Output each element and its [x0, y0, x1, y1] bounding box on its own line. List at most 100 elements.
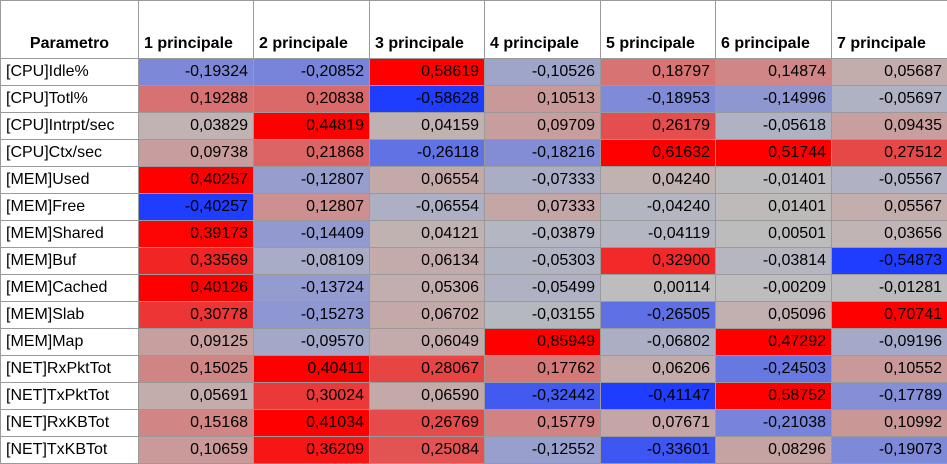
loading-value-cell: 0,14874: [716, 59, 832, 86]
loading-value-cell: 0,30024: [254, 383, 370, 410]
loading-value-cell: 0,10513: [485, 86, 601, 113]
loading-value-cell: 0,04121: [370, 221, 485, 248]
loading-value-cell: 0,10659: [139, 437, 254, 464]
loading-value-cell: -0,26505: [601, 302, 716, 329]
loading-value-cell: -0,10526: [485, 59, 601, 86]
loading-value-cell: -0,12807: [254, 167, 370, 194]
row-parameter-name: [MEM]Slab: [1, 302, 139, 329]
loading-value-cell: 0,19288: [139, 86, 254, 113]
loading-value-cell: -0,04240: [601, 194, 716, 221]
loading-value-cell: 0,44819: [254, 113, 370, 140]
loading-value-cell: -0,01281: [832, 275, 947, 302]
loading-value-cell: -0,54873: [832, 248, 947, 275]
loading-value-cell: 0,10552: [832, 356, 947, 383]
loading-value-cell: 0,27512: [832, 140, 947, 167]
loading-value-cell: 0,12807: [254, 194, 370, 221]
loading-value-cell: 0,06702: [370, 302, 485, 329]
loading-value-cell: 0,15168: [139, 410, 254, 437]
loading-value-cell: -0,18216: [485, 140, 601, 167]
loading-value-cell: 0,06049: [370, 329, 485, 356]
row-parameter-name: [MEM]Free: [1, 194, 139, 221]
loading-value-cell: -0,00209: [716, 275, 832, 302]
loading-value-cell: -0,03879: [485, 221, 601, 248]
loading-value-cell: -0,05567: [832, 167, 947, 194]
loading-value-cell: -0,58628: [370, 86, 485, 113]
loading-value-cell: 0,01401: [716, 194, 832, 221]
loading-value-cell: 0,58752: [716, 383, 832, 410]
header-column: 4 principale: [485, 1, 601, 59]
loading-value-cell: -0,14409: [254, 221, 370, 248]
loading-value-cell: -0,13724: [254, 275, 370, 302]
loading-value-cell: -0,15273: [254, 302, 370, 329]
loading-value-cell: 0,00114: [601, 275, 716, 302]
loading-value-cell: 0,30778: [139, 302, 254, 329]
loading-value-cell: 0,06134: [370, 248, 485, 275]
loading-value-cell: 0,40126: [139, 275, 254, 302]
row-parameter-name: [MEM]Cached: [1, 275, 139, 302]
loading-value-cell: 0,05567: [832, 194, 947, 221]
loading-value-cell: 0,85949: [485, 329, 601, 356]
loading-value-cell: 0,10992: [832, 410, 947, 437]
loading-value-cell: -0,08109: [254, 248, 370, 275]
loading-value-cell: -0,40257: [139, 194, 254, 221]
loading-value-cell: 0,20838: [254, 86, 370, 113]
loading-value-cell: 0,15779: [485, 410, 601, 437]
header-column: 7 principale: [832, 1, 947, 59]
loading-value-cell: 0,05687: [832, 59, 947, 86]
row-parameter-name: [MEM]Used: [1, 167, 139, 194]
loading-value-cell: 0,26179: [601, 113, 716, 140]
loading-value-cell: 0,05096: [716, 302, 832, 329]
loading-value-cell: 0,61632: [601, 140, 716, 167]
row-parameter-name: [NET]TxPktTot: [1, 383, 139, 410]
loading-value-cell: 0,05306: [370, 275, 485, 302]
header-column: 6 principale: [716, 1, 832, 59]
loading-value-cell: -0,07333: [485, 167, 601, 194]
row-parameter-name: [CPU]Ctx/sec: [1, 140, 139, 167]
loading-value-cell: 0,04240: [601, 167, 716, 194]
loading-value-cell: 0,09709: [485, 113, 601, 140]
loading-value-cell: -0,12552: [485, 437, 601, 464]
loading-value-cell: 0,33569: [139, 248, 254, 275]
loading-value-cell: 0,06590: [370, 383, 485, 410]
loading-value-cell: 0,05691: [139, 383, 254, 410]
loading-value-cell: 0,15025: [139, 356, 254, 383]
loading-value-cell: -0,03814: [716, 248, 832, 275]
loading-value-cell: 0,51744: [716, 140, 832, 167]
loading-value-cell: -0,09196: [832, 329, 947, 356]
loading-value-cell: 0,70741: [832, 302, 947, 329]
loading-value-cell: -0,14996: [716, 86, 832, 113]
loading-value-cell: 0,17762: [485, 356, 601, 383]
row-parameter-name: [NET]RxKBTot: [1, 410, 139, 437]
loading-value-cell: -0,33601: [601, 437, 716, 464]
loading-value-cell: 0,00501: [716, 221, 832, 248]
loading-value-cell: 0,04159: [370, 113, 485, 140]
header-parametro: Parametro: [1, 1, 139, 59]
row-parameter-name: [MEM]Shared: [1, 221, 139, 248]
header-column: 2 principale: [254, 1, 370, 59]
loading-value-cell: 0,03656: [832, 221, 947, 248]
loading-value-cell: 0,26769: [370, 410, 485, 437]
loading-value-cell: 0,58619: [370, 59, 485, 86]
loading-value-cell: -0,09570: [254, 329, 370, 356]
loading-value-cell: -0,19073: [832, 437, 947, 464]
row-parameter-name: [NET]TxKBTot: [1, 437, 139, 464]
loading-value-cell: -0,06554: [370, 194, 485, 221]
loading-value-cell: -0,24503: [716, 356, 832, 383]
loading-value-cell: -0,18953: [601, 86, 716, 113]
loading-value-cell: -0,05697: [832, 86, 947, 113]
loading-value-cell: -0,03155: [485, 302, 601, 329]
loading-value-cell: 0,40411: [254, 356, 370, 383]
row-parameter-name: [CPU]Totl%: [1, 86, 139, 113]
loading-value-cell: 0,09435: [832, 113, 947, 140]
